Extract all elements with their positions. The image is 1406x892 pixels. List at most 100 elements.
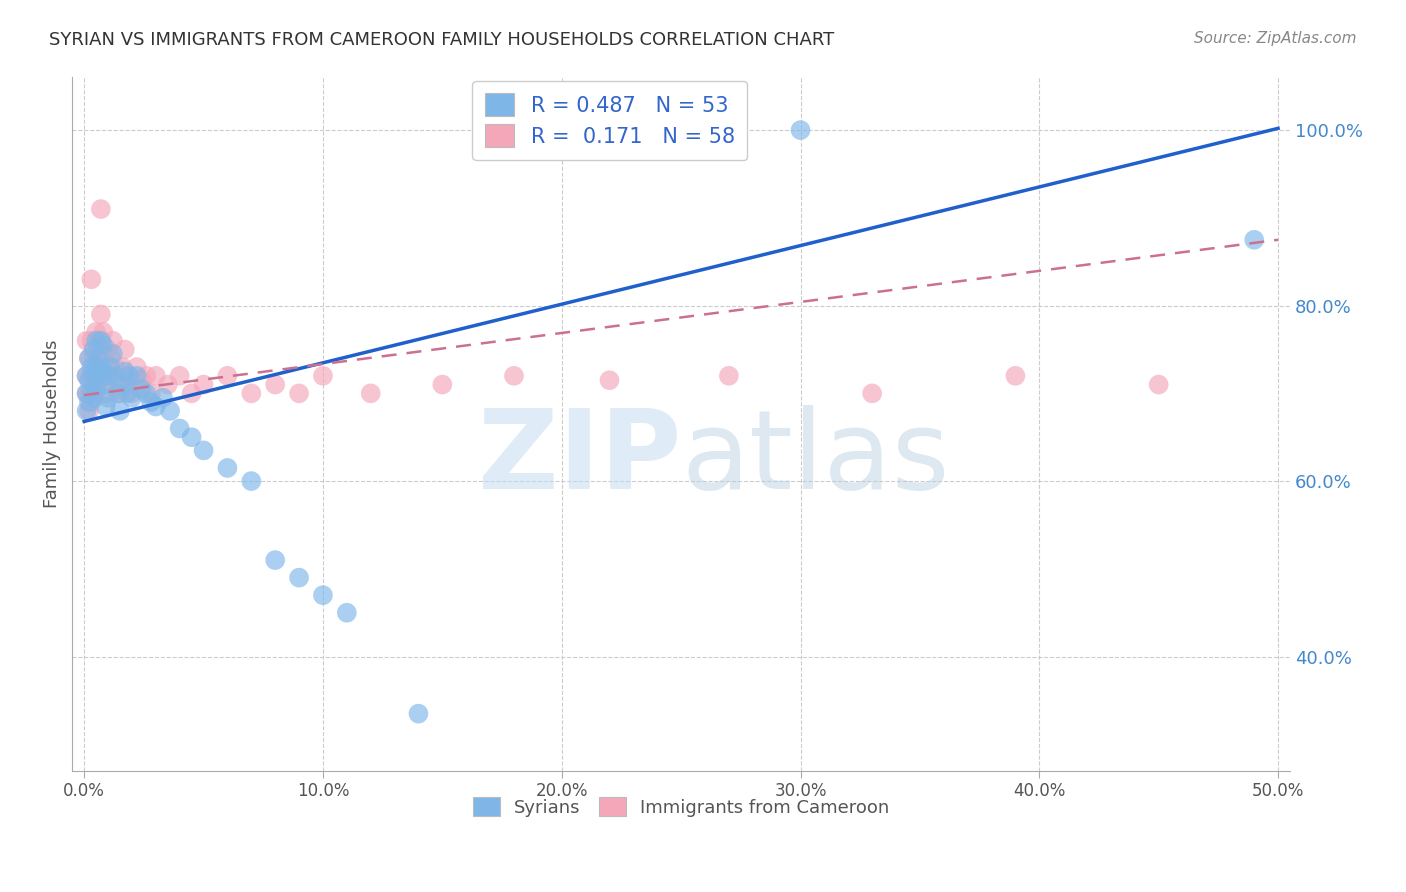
- Point: [83, 391, 105, 405]
- Point: [169, 368, 191, 383]
- Point: [83, 343, 105, 357]
- Point: [90, 334, 112, 348]
- Point: [77, 351, 100, 366]
- Point: [101, 347, 124, 361]
- Point: [84, 359, 107, 374]
- Point: [432, 377, 454, 392]
- Point: [87, 343, 110, 357]
- Point: [111, 359, 134, 374]
- Point: [83, 351, 105, 366]
- Point: [121, 386, 143, 401]
- Point: [336, 606, 359, 620]
- Point: [111, 377, 134, 392]
- Text: ZIP: ZIP: [478, 405, 681, 512]
- Point: [860, 386, 883, 401]
- Point: [125, 368, 148, 383]
- Point: [1243, 233, 1265, 247]
- Text: Source: ZipAtlas.com: Source: ZipAtlas.com: [1194, 31, 1357, 46]
- Point: [180, 430, 202, 444]
- Point: [83, 377, 105, 392]
- Point: [114, 364, 136, 378]
- Point: [169, 421, 191, 435]
- Point: [152, 391, 174, 405]
- Point: [91, 325, 114, 339]
- Point: [87, 351, 110, 366]
- Point: [90, 334, 112, 348]
- Point: [156, 377, 179, 392]
- Point: [139, 395, 162, 409]
- Point: [193, 377, 215, 392]
- Point: [84, 325, 107, 339]
- Point: [115, 386, 138, 401]
- Point: [360, 386, 382, 401]
- Point: [76, 334, 98, 348]
- Point: [240, 386, 263, 401]
- Point: [97, 391, 120, 405]
- Point: [108, 404, 131, 418]
- Point: [83, 368, 105, 383]
- Point: [312, 368, 335, 383]
- Point: [84, 334, 107, 348]
- Point: [76, 368, 98, 383]
- Point: [104, 359, 127, 374]
- Point: [100, 359, 122, 374]
- Point: [598, 373, 620, 387]
- Point: [180, 386, 202, 401]
- Point: [114, 343, 136, 357]
- Point: [80, 359, 103, 374]
- Point: [90, 202, 112, 216]
- Point: [77, 351, 100, 366]
- Point: [240, 474, 263, 488]
- Point: [288, 571, 311, 585]
- Point: [217, 368, 239, 383]
- Point: [77, 395, 100, 409]
- Point: [80, 334, 103, 348]
- Point: [97, 368, 120, 383]
- Point: [118, 377, 141, 392]
- Y-axis label: Family Households: Family Households: [44, 340, 60, 508]
- Point: [131, 382, 153, 396]
- Point: [107, 386, 129, 401]
- Point: [115, 368, 138, 383]
- Point: [101, 334, 124, 348]
- Point: [118, 368, 141, 383]
- Point: [84, 351, 107, 366]
- Point: [90, 307, 112, 321]
- Point: [94, 377, 117, 392]
- Point: [90, 359, 112, 374]
- Point: [97, 368, 120, 383]
- Point: [145, 400, 167, 414]
- Point: [107, 377, 129, 392]
- Point: [717, 368, 740, 383]
- Point: [108, 386, 131, 401]
- Point: [91, 351, 114, 366]
- Point: [131, 373, 153, 387]
- Point: [1004, 368, 1026, 383]
- Point: [77, 373, 100, 387]
- Point: [503, 368, 526, 383]
- Point: [264, 377, 287, 392]
- Point: [789, 123, 811, 137]
- Point: [217, 461, 239, 475]
- Point: [87, 373, 110, 387]
- Text: SYRIAN VS IMMIGRANTS FROM CAMEROON FAMILY HOUSEHOLDS CORRELATION CHART: SYRIAN VS IMMIGRANTS FROM CAMEROON FAMIL…: [49, 31, 834, 49]
- Point: [91, 364, 114, 378]
- Point: [100, 351, 122, 366]
- Point: [288, 386, 311, 401]
- Point: [76, 368, 98, 383]
- Point: [104, 368, 127, 383]
- Point: [193, 443, 215, 458]
- Point: [94, 400, 117, 414]
- Point: [125, 359, 148, 374]
- Point: [77, 386, 100, 401]
- Point: [76, 386, 98, 401]
- Point: [84, 382, 107, 396]
- Text: atlas: atlas: [681, 405, 949, 512]
- Point: [94, 368, 117, 383]
- Legend: Syrians, Immigrants from Cameroon: Syrians, Immigrants from Cameroon: [465, 790, 897, 824]
- Point: [76, 404, 98, 418]
- Point: [77, 404, 100, 418]
- Point: [312, 588, 335, 602]
- Point: [159, 404, 181, 418]
- Point: [1147, 377, 1170, 392]
